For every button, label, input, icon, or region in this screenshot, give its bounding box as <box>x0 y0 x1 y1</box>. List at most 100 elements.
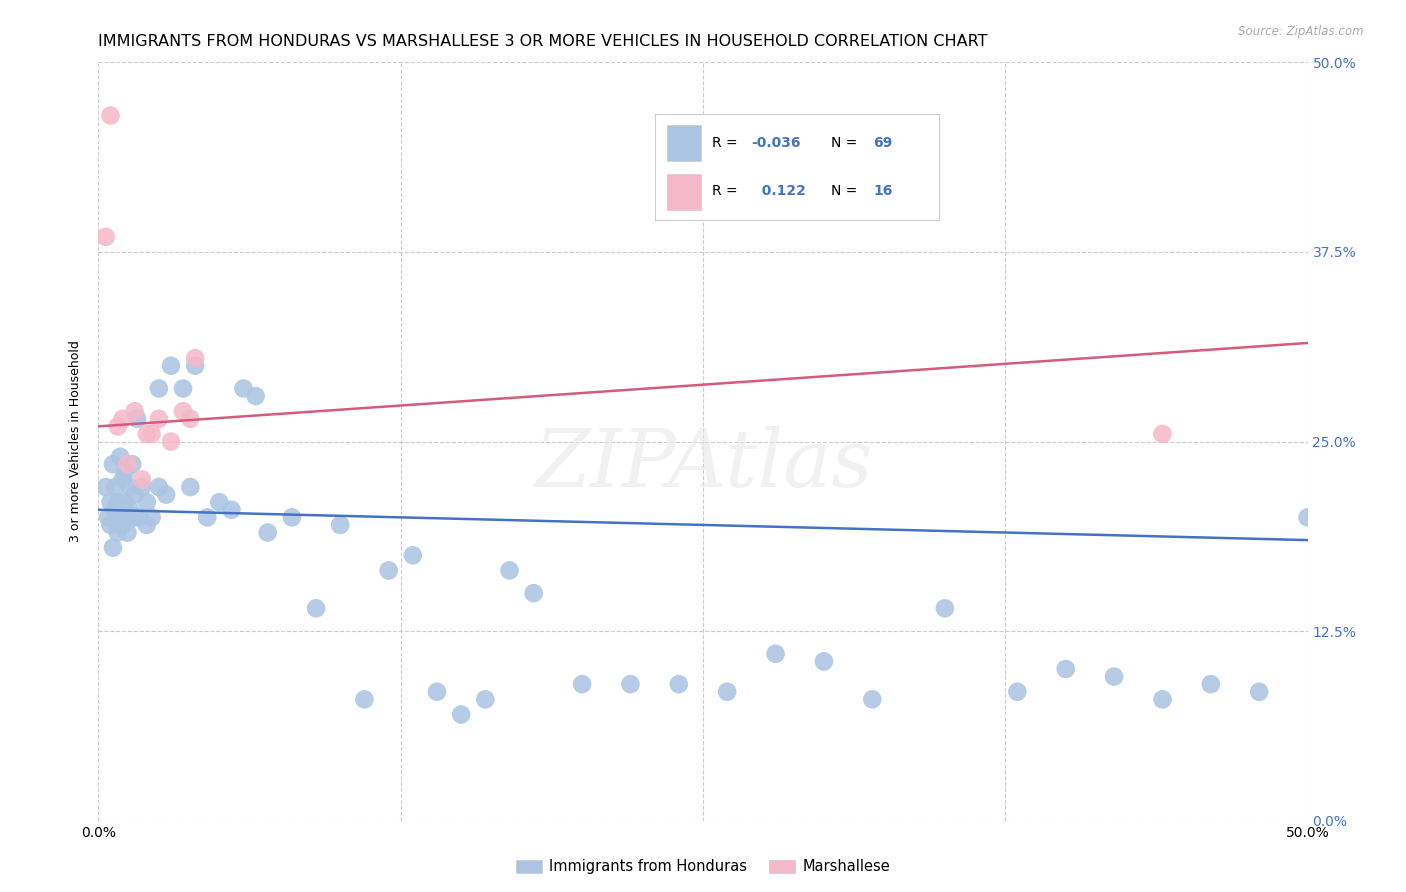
Point <box>104 480 127 494</box>
Text: -0.036: -0.036 <box>752 136 801 150</box>
Point <box>127 412 149 426</box>
Point <box>148 412 170 426</box>
Point <box>104 503 127 517</box>
Point <box>1102 669 1125 683</box>
Point <box>108 510 131 524</box>
Point <box>135 495 157 509</box>
Point <box>118 480 141 494</box>
Point <box>765 199 787 213</box>
Point <box>619 677 641 691</box>
Point <box>1152 427 1174 442</box>
Point <box>160 434 183 449</box>
Point <box>1007 685 1029 699</box>
Point <box>124 510 146 524</box>
Point <box>329 517 352 532</box>
Point <box>498 564 520 578</box>
Point <box>1152 692 1174 706</box>
Point <box>107 495 129 509</box>
Point <box>184 351 207 366</box>
Point <box>474 692 496 706</box>
Text: 0.122: 0.122 <box>752 184 806 197</box>
Point <box>111 412 134 426</box>
Point <box>402 548 425 563</box>
Point <box>208 495 231 509</box>
Bar <box>666 174 700 210</box>
Text: Source: ZipAtlas.com: Source: ZipAtlas.com <box>1239 25 1364 38</box>
Text: 69: 69 <box>873 136 893 150</box>
Point <box>934 601 956 615</box>
Point <box>172 404 194 418</box>
Point <box>1296 510 1319 524</box>
Point <box>135 427 157 442</box>
Point <box>426 685 449 699</box>
Point <box>97 510 120 524</box>
Text: IMMIGRANTS FROM HONDURAS VS MARSHALLESE 3 OR MORE VEHICLES IN HOUSEHOLD CORRELAT: IMMIGRANTS FROM HONDURAS VS MARSHALLESE … <box>98 34 988 49</box>
Legend: Immigrants from Honduras, Marshallese: Immigrants from Honduras, Marshallese <box>510 854 896 880</box>
Point <box>117 457 139 471</box>
Point <box>124 404 146 418</box>
Point <box>117 525 139 540</box>
Point <box>100 495 122 509</box>
Point <box>148 382 170 396</box>
Point <box>124 487 146 501</box>
Point <box>305 601 328 615</box>
Point <box>141 427 163 442</box>
Point <box>813 655 835 669</box>
Point <box>100 108 122 122</box>
Point <box>107 419 129 434</box>
Point <box>860 692 883 706</box>
Point <box>118 503 141 517</box>
Point <box>523 586 546 600</box>
Point <box>94 229 117 244</box>
Point <box>184 359 207 373</box>
Point <box>1199 677 1222 691</box>
Point <box>155 487 177 501</box>
Point <box>108 450 131 464</box>
Point <box>111 517 134 532</box>
Point <box>232 382 254 396</box>
Point <box>221 503 243 517</box>
Text: N =: N = <box>831 136 858 150</box>
Point <box>114 465 136 479</box>
Point <box>141 510 163 524</box>
Point <box>111 503 134 517</box>
Text: R =: R = <box>711 184 738 197</box>
Point <box>179 480 201 494</box>
Text: 16: 16 <box>873 184 893 197</box>
Point <box>135 517 157 532</box>
Point <box>1054 662 1077 676</box>
Text: R =: R = <box>711 136 738 150</box>
Point <box>160 359 183 373</box>
Point <box>179 412 201 426</box>
Text: N =: N = <box>831 184 858 197</box>
Point <box>121 457 143 471</box>
Point <box>101 541 124 555</box>
Y-axis label: 3 or more Vehicles in Household: 3 or more Vehicles in Household <box>69 341 83 542</box>
Point <box>131 480 153 494</box>
Text: ZIPAtlas: ZIPAtlas <box>534 425 872 503</box>
Point <box>1249 685 1271 699</box>
Point <box>245 389 267 403</box>
Point <box>107 525 129 540</box>
Point <box>117 510 139 524</box>
Point <box>94 480 117 494</box>
Point <box>195 510 218 524</box>
Point <box>114 495 136 509</box>
Point <box>131 473 153 487</box>
Point <box>128 510 150 524</box>
Point <box>101 457 124 471</box>
Point <box>111 473 134 487</box>
Point <box>377 564 399 578</box>
Point <box>571 677 593 691</box>
Point <box>256 525 278 540</box>
Point <box>100 517 122 532</box>
Point <box>716 685 738 699</box>
Point <box>353 692 375 706</box>
Bar <box>666 125 700 161</box>
Point <box>148 480 170 494</box>
Point <box>668 677 690 691</box>
Point <box>450 707 472 722</box>
Point <box>281 510 304 524</box>
Point <box>765 647 787 661</box>
Point <box>172 382 194 396</box>
